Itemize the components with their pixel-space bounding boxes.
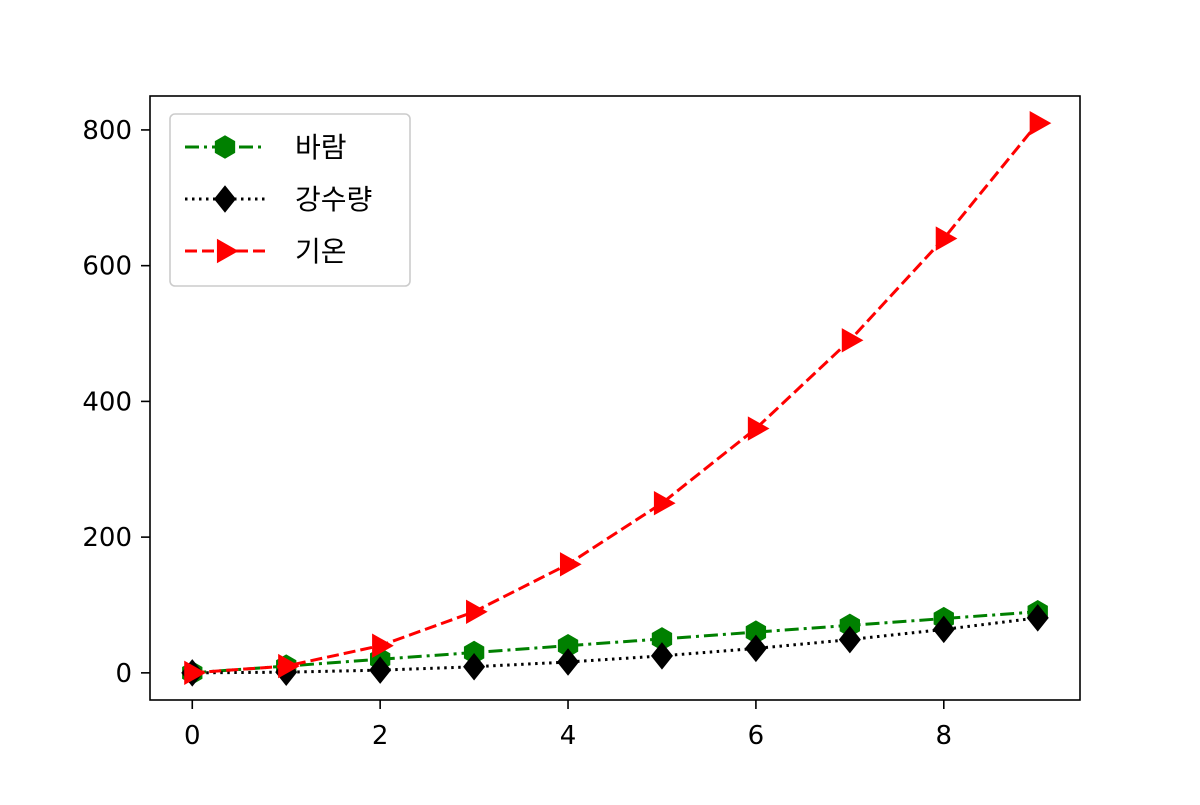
legend-marker [216,238,239,264]
series-3 [184,110,1052,686]
x-tick-label: 4 [560,721,577,751]
y-tick-label: 0 [115,659,132,689]
data-point [1026,604,1049,632]
data-point [747,416,770,441]
legend-entry: 바람 [185,131,347,164]
data-point [838,625,861,654]
y-tick-label: 400 [82,387,132,417]
plot-area [181,110,1052,687]
x-tick-label: 2 [372,721,389,751]
data-point [369,656,392,684]
y-tick-label: 600 [82,252,132,282]
x-tick-label: 8 [936,721,953,751]
y-tick-label: 200 [82,523,132,553]
x-tick-label: 6 [748,721,765,751]
data-point [184,660,206,686]
axes-frame [149,95,1081,701]
data-point [935,226,958,251]
data-point [653,490,676,516]
legend-entry: 기온 [185,235,347,268]
series-line [192,610,1038,675]
data-point [744,634,767,663]
legend-marker [213,185,237,213]
data-point [278,653,300,679]
legend-marker [214,135,236,159]
data-point [466,599,488,624]
data-point [557,648,580,676]
y-tick-label: 800 [82,116,132,146]
data-point [372,633,394,658]
legend-label: 기온 [295,235,347,268]
series-line [192,122,1039,675]
legend-label: 강수량 [295,183,372,216]
legend-box [169,113,411,287]
axes: 0 2 4 6 8 0 200 400 600 800 [82,95,1081,751]
series-line [192,616,1038,675]
legend-entry: 강수량 [185,183,372,216]
legend-label: 바람 [295,131,347,164]
data-point [463,652,486,681]
data-point [1029,110,1052,136]
x-tick-label: 0 [184,721,201,751]
data-point [650,642,673,670]
data-point [932,615,955,644]
data-point [559,552,582,577]
data-point [841,328,864,353]
